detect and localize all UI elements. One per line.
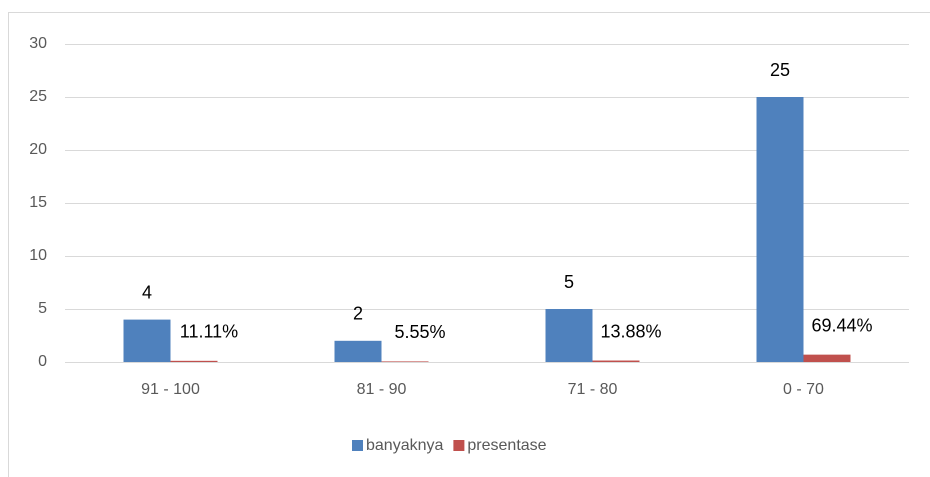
bar xyxy=(334,340,382,362)
data-label: 69.44% xyxy=(811,315,872,335)
bar xyxy=(545,309,593,362)
bar xyxy=(381,361,429,362)
data-label: 13.88% xyxy=(600,321,661,341)
bar xyxy=(592,360,640,362)
data-label: 11.11% xyxy=(180,322,238,342)
data-label: 2 xyxy=(353,304,363,324)
y-tick-label: 25 xyxy=(29,88,47,105)
x-tick-label: 0 - 70 xyxy=(783,381,824,398)
bar xyxy=(170,360,218,362)
legend-label: banyaknya xyxy=(366,437,443,454)
legend-label: presentase xyxy=(467,437,546,454)
y-tick-label: 20 xyxy=(29,141,47,158)
legend-swatch xyxy=(453,440,465,451)
data-label: 4 xyxy=(142,282,152,302)
legend-swatch xyxy=(352,440,363,451)
data-label: 5 xyxy=(564,272,574,292)
y-tick-label: 15 xyxy=(29,194,47,211)
x-tick-label: 71 - 80 xyxy=(568,381,618,398)
y-tick-label: 0 xyxy=(38,353,47,370)
y-tick-label: 5 xyxy=(38,300,47,317)
bar xyxy=(123,319,171,362)
bar xyxy=(756,97,804,362)
bar xyxy=(803,354,851,362)
data-label: 5.55% xyxy=(394,322,445,342)
y-tick-label: 10 xyxy=(29,247,47,264)
data-label: 25 xyxy=(770,60,790,80)
x-tick-label: 91 - 100 xyxy=(141,381,200,398)
x-tick-label: 81 - 90 xyxy=(357,381,407,398)
y-tick-label: 30 xyxy=(29,35,47,52)
